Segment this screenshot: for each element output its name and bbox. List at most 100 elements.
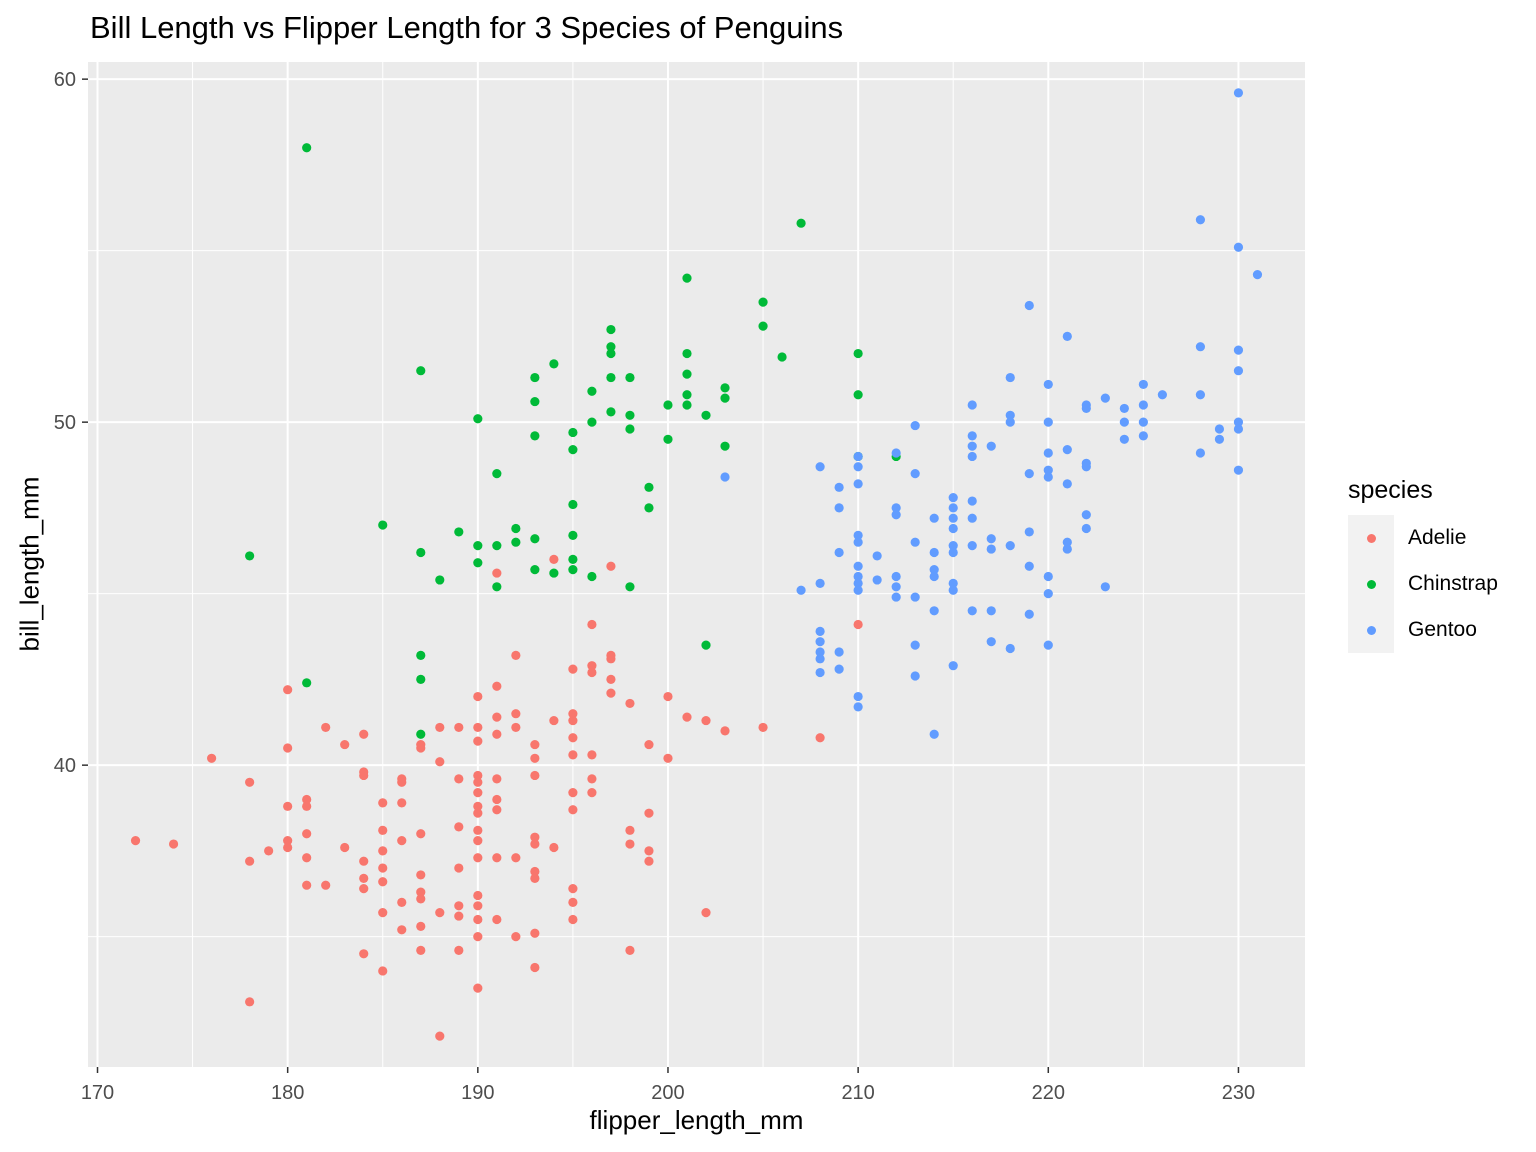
data-point-gentoo (872, 575, 882, 585)
data-point-chinstrap (853, 348, 863, 359)
data-point-gentoo (1233, 345, 1244, 355)
data-point-adelie (701, 715, 711, 726)
data-point-adelie (245, 856, 255, 866)
data-point-chinstrap (454, 527, 464, 537)
data-point-adelie (245, 777, 255, 787)
legend-marker-adelie (1366, 533, 1376, 543)
data-point-adelie (530, 770, 540, 781)
data-point-adelie (302, 853, 312, 863)
data-point-adelie (511, 722, 521, 733)
data-point-adelie (473, 787, 483, 798)
data-point-adelie (625, 698, 635, 709)
data-point-adelie (264, 846, 274, 856)
data-point-adelie (606, 561, 616, 571)
data-point-gentoo (910, 420, 920, 431)
y-axis-title: bill_length_mm (14, 476, 45, 652)
data-point-adelie (454, 863, 464, 873)
y-tick-label: 40 (54, 755, 76, 777)
data-point-adelie (473, 825, 483, 835)
data-point-chinstrap (644, 503, 654, 513)
data-point-gentoo (1138, 431, 1148, 441)
data-point-adelie (378, 846, 388, 856)
data-point-chinstrap (682, 369, 692, 379)
data-point-adelie (568, 805, 578, 815)
x-tick-label: 200 (651, 1082, 684, 1104)
data-point-chinstrap (644, 482, 654, 492)
data-point-adelie (568, 733, 578, 743)
data-point-adelie (359, 873, 369, 883)
legend-marker-chinstrap (1366, 579, 1376, 589)
data-point-gentoo (853, 585, 863, 595)
data-point-adelie (701, 908, 711, 918)
data-point-gentoo (967, 496, 977, 506)
data-point-adelie (720, 726, 730, 736)
data-point-adelie (511, 853, 521, 863)
x-tick-label: 170 (81, 1082, 114, 1104)
data-point-chinstrap (549, 359, 559, 369)
data-point-gentoo (1214, 434, 1225, 444)
data-point-gentoo (929, 513, 939, 523)
data-point-gentoo (853, 462, 863, 472)
y-axis: 40 50 60 (54, 69, 88, 777)
data-point-gentoo (1062, 537, 1072, 547)
data-point-gentoo (872, 551, 882, 561)
data-point-adelie (454, 945, 464, 955)
legend-key (1348, 561, 1394, 607)
data-point-gentoo (1062, 444, 1072, 455)
data-point-adelie (473, 932, 483, 942)
series-chinstrap (245, 143, 901, 739)
data-point-adelie (359, 770, 369, 781)
data-point-chinstrap (682, 348, 692, 359)
data-point-chinstrap (663, 400, 673, 410)
data-point-adelie (283, 685, 293, 695)
data-point-adelie (644, 846, 654, 856)
data-point-gentoo (1233, 88, 1244, 98)
data-point-chinstrap (473, 558, 483, 568)
data-point-adelie (359, 884, 369, 894)
data-point-gentoo (853, 702, 863, 712)
data-point-chinstrap (663, 434, 673, 444)
data-point-adelie (245, 997, 255, 1007)
data-point-gentoo (1024, 300, 1034, 311)
data-point-adelie (473, 770, 483, 781)
data-point-gentoo (910, 671, 920, 681)
data-point-chinstrap (606, 372, 616, 383)
data-point-gentoo (929, 729, 939, 739)
data-point-adelie (568, 884, 578, 894)
plot-panel (88, 62, 1305, 1067)
data-point-chinstrap (416, 729, 426, 739)
data-point-gentoo (1100, 582, 1110, 592)
data-point-chinstrap (625, 424, 635, 434)
data-point-adelie (492, 774, 502, 784)
legend-item-chinstrap: Chinstrap (1348, 561, 1498, 607)
data-point-adelie (492, 712, 502, 722)
data-point-chinstrap (606, 407, 616, 417)
legend-title: species (1348, 476, 1433, 504)
data-point-chinstrap (568, 427, 578, 438)
data-point-gentoo (1233, 424, 1244, 434)
data-point-adelie (397, 798, 407, 808)
data-point-chinstrap (853, 390, 863, 400)
data-point-gentoo (1119, 434, 1129, 444)
data-point-chinstrap (625, 582, 635, 592)
data-point-adelie (416, 921, 426, 931)
data-point-adelie (853, 619, 863, 630)
data-point-gentoo (1233, 465, 1244, 475)
data-point-adelie (473, 801, 483, 811)
data-point-chinstrap (530, 431, 540, 441)
legend-marker-gentoo (1366, 625, 1376, 635)
data-point-gentoo (815, 462, 825, 472)
data-point-chinstrap (587, 417, 597, 427)
data-point-chinstrap (492, 582, 502, 592)
data-point-gentoo (910, 592, 920, 602)
data-point-chinstrap (606, 324, 616, 335)
data-point-gentoo (1195, 448, 1206, 458)
data-point-adelie (492, 853, 502, 863)
data-point-adelie (454, 901, 464, 911)
data-point-adelie (473, 914, 483, 925)
data-point-gentoo (929, 547, 939, 558)
data-point-gentoo (1043, 571, 1053, 582)
data-point-gentoo (910, 537, 920, 547)
data-point-chinstrap (682, 400, 692, 410)
